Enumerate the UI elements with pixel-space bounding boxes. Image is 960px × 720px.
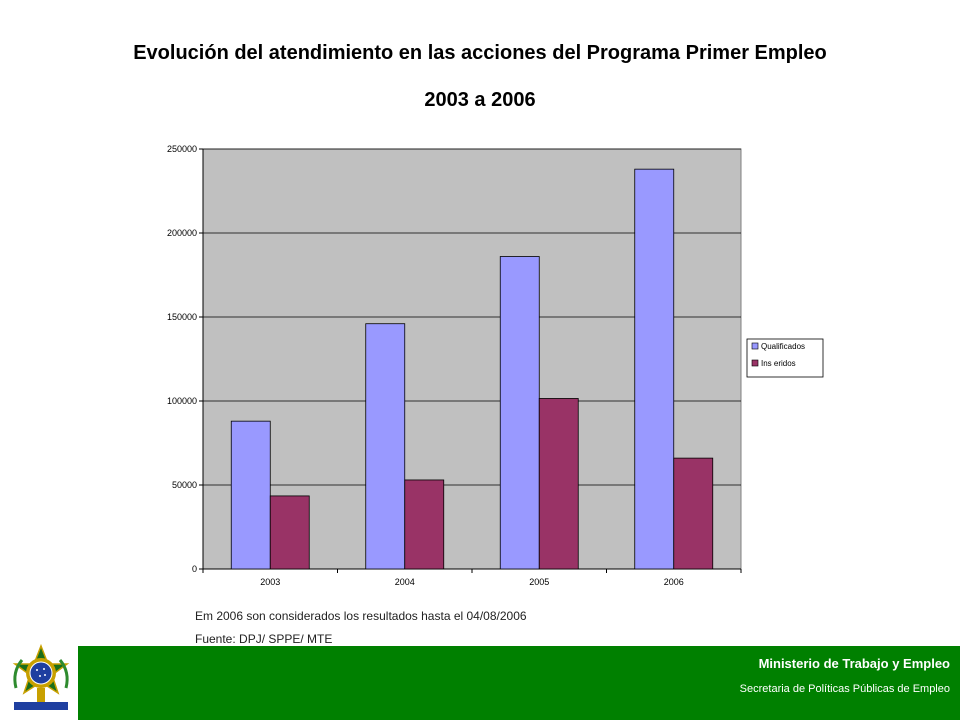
legend-swatch: [751, 359, 759, 367]
ministry-name: Ministerio de Trabajo y Empleo: [758, 656, 950, 671]
x-tick-label: 2003: [260, 577, 280, 587]
y-tick-label: 0: [192, 564, 197, 574]
bar-ins-eridos-2003: [269, 495, 310, 570]
y-tick-label: 50000: [172, 480, 197, 490]
legend-label: Ins eridos: [761, 359, 796, 368]
chart-title: Evolución del atendimiento en las accion…: [133, 42, 827, 64]
y-tick-label: 100000: [167, 396, 197, 406]
data-note: Em 2006 son considerados los resultados …: [195, 609, 527, 623]
x-tick-label: 2004: [395, 577, 415, 587]
legend-label: Qualificados: [761, 342, 805, 351]
x-tick-label: 2005: [529, 577, 549, 587]
bar-chart: 0 50000 100000 150000 200000 250000 2003 2004 20…: [167, 144, 824, 587]
source-note: Fuente: DPJ/ SPPE/ MTE: [195, 632, 333, 646]
x-tick-label: 2006: [664, 577, 684, 587]
y-tick-label: 200000: [167, 228, 197, 238]
y-tick-label: 250000: [167, 144, 197, 154]
brazil-coat-of-arms-icon: [12, 643, 70, 710]
secretariat-name: Secretaria de Políticas Públicas de Empl…: [739, 683, 950, 695]
chart-subtitle: 2003 a 2006: [424, 89, 536, 111]
legend: [746, 338, 824, 378]
bar-qualificados-2004: [365, 323, 406, 570]
bar-qualificados-2005: [499, 256, 540, 570]
y-tick-label: 150000: [167, 312, 197, 322]
bar-qualificados-2003: [230, 420, 271, 570]
bar-ins-eridos-2004: [404, 479, 445, 570]
footer-green-band: [78, 646, 960, 720]
bar-ins-eridos-2005: [538, 398, 579, 570]
legend-swatch: [751, 342, 759, 350]
bar-qualificados-2006: [634, 168, 675, 570]
bar-ins-eridos-2006: [673, 457, 714, 570]
